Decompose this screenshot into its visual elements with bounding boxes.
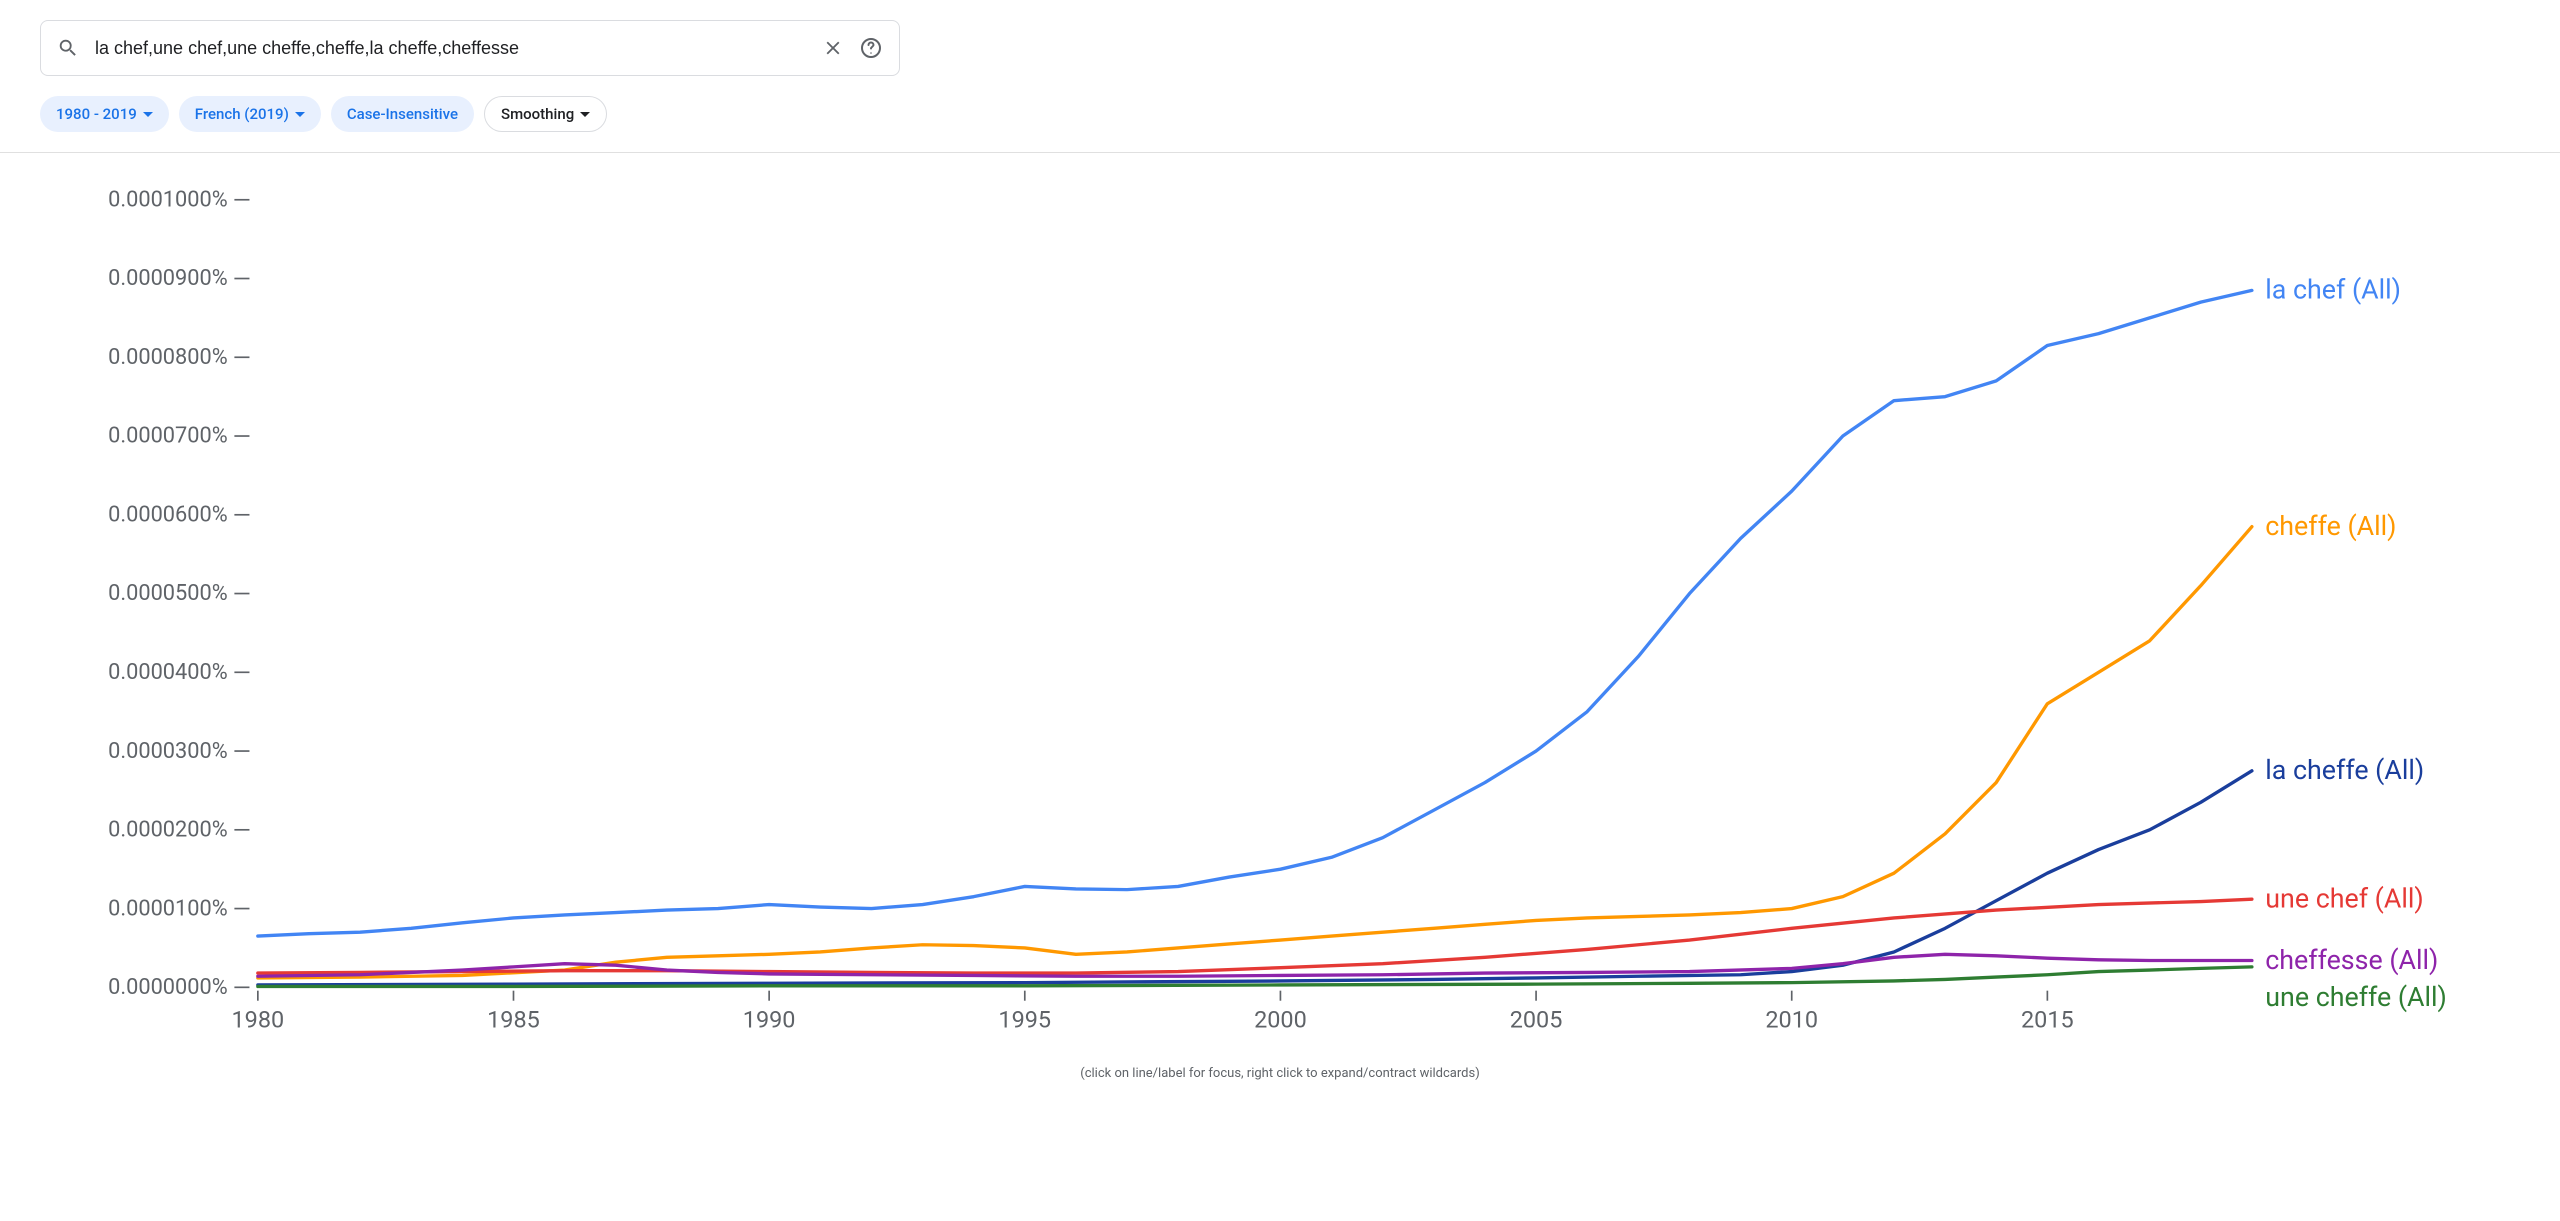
ytick-label: 0.0000200% (108, 818, 228, 843)
xtick-label: 1995 (998, 1006, 1051, 1034)
filter-chip-1[interactable]: French (2019) (179, 96, 321, 132)
series-line[interactable] (258, 290, 2252, 936)
ytick-label: 0.0000500% (108, 581, 228, 606)
chart-region: 0.0000000% 0.0000100% 0.0000200% 0.0000300%… (0, 153, 2560, 1101)
filter-chip-3[interactable]: Smoothing (484, 96, 607, 132)
filter-chips: 1980 - 2019 French (2019) Case-Insensitive… (40, 96, 2520, 132)
xtick-label: 1980 (231, 1006, 284, 1034)
ngram-line-chart[interactable]: 0.0000000% 0.0000100% 0.0000200% 0.0000300%… (40, 183, 2520, 1054)
xtick-label: 2000 (1254, 1006, 1307, 1034)
search-bar (40, 20, 900, 76)
chip-label: French (2019) (195, 105, 289, 123)
controls-region: 1980 - 2019 French (2019) Case-Insensitive… (0, 0, 2560, 132)
filter-chip-2[interactable]: Case-Insensitive (331, 96, 474, 132)
ytick-label: 0.0000900% (108, 266, 228, 291)
xtick-label: 2010 (1765, 1006, 1818, 1034)
series-label[interactable]: la cheffe (All) (2265, 754, 2424, 786)
series-line[interactable] (258, 954, 2252, 976)
ytick-label: 0.0000800% (108, 345, 228, 370)
ytick-label: 0.0000300% (108, 739, 228, 764)
xtick-label: 1985 (487, 1006, 540, 1034)
xtick-label: 2015 (2021, 1006, 2074, 1034)
series-line[interactable] (258, 771, 2252, 985)
chip-label: 1980 - 2019 (56, 105, 137, 123)
help-icon[interactable] (859, 36, 883, 60)
series-line[interactable] (258, 899, 2252, 973)
series-label[interactable]: une chef (All) (2265, 882, 2423, 914)
xtick-label: 1990 (743, 1006, 796, 1034)
filter-chip-0[interactable]: 1980 - 2019 (40, 96, 169, 132)
ytick-label: 0.0000100% (108, 896, 228, 921)
xtick-label: 2005 (1510, 1006, 1563, 1034)
search-input[interactable] (93, 37, 807, 60)
chevron-down-icon (143, 112, 153, 117)
chip-label: Smoothing (501, 105, 574, 123)
ytick-label: 0.0000000% (108, 975, 228, 1000)
series-label[interactable]: une cheffe (All) (2265, 981, 2447, 1013)
series-line[interactable] (258, 527, 2252, 978)
chart-hint-text: (click on line/label for focus, right cl… (40, 1066, 2520, 1081)
chevron-down-icon (295, 112, 305, 117)
chevron-down-icon (580, 112, 590, 117)
search-icon (57, 37, 79, 59)
ytick-label: 0.0000700% (108, 424, 228, 449)
series-label[interactable]: la chef (All) (2265, 274, 2401, 306)
chip-label: Case-Insensitive (347, 105, 458, 123)
series-label[interactable]: cheffesse (All) (2265, 944, 2438, 976)
series-label[interactable]: cheffe (All) (2265, 510, 2396, 542)
ytick-label: 0.0000400% (108, 660, 228, 685)
ytick-label: 0.0000600% (108, 502, 228, 527)
ytick-label: 0.0001000% (108, 187, 228, 212)
clear-icon[interactable] (821, 36, 845, 60)
